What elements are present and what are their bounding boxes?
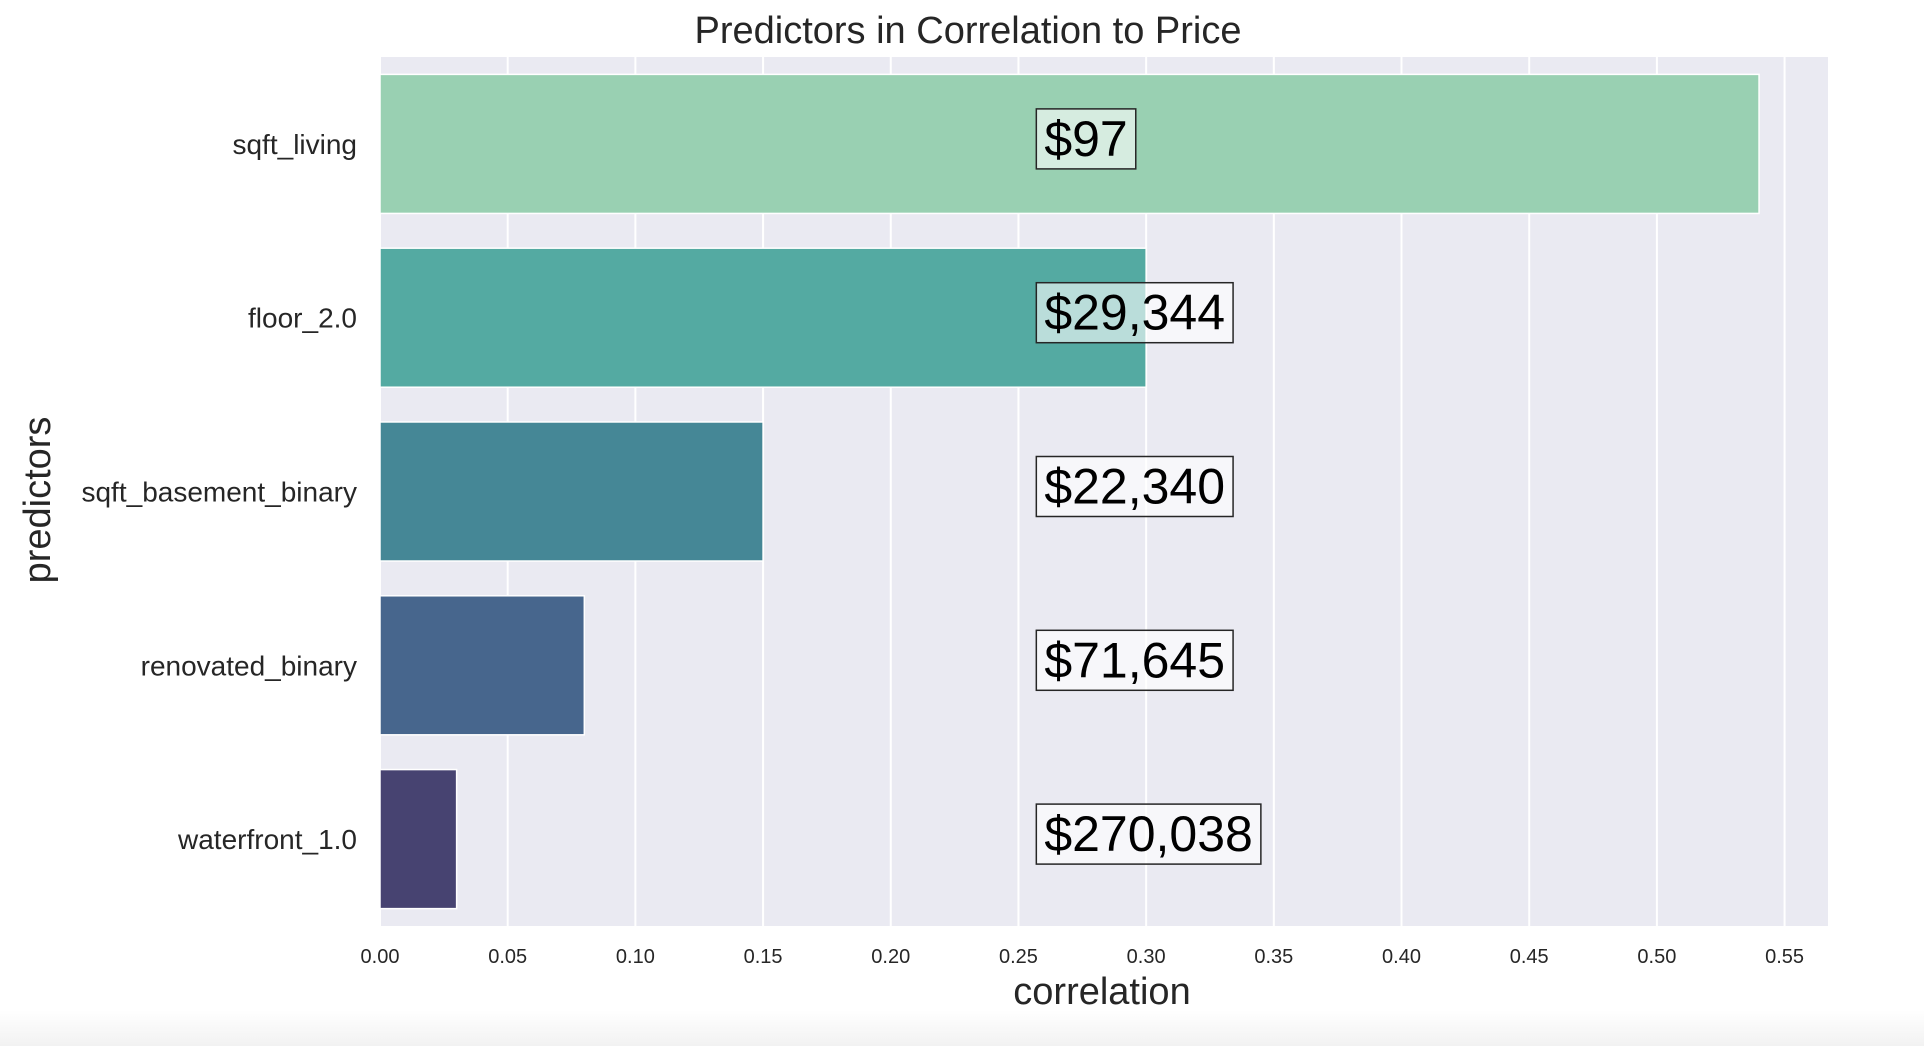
x-tick-label: 0.20 bbox=[871, 946, 910, 968]
y-tick-label: sqft_living bbox=[232, 129, 357, 160]
chart-title: Predictors in Correlation to Price bbox=[695, 10, 1242, 52]
x-tick-label: 0.15 bbox=[744, 946, 783, 968]
x-tick-label: 0.30 bbox=[1127, 946, 1166, 968]
annotation-box: $71,645 bbox=[1035, 629, 1234, 692]
window-bottom-edge bbox=[0, 1010, 1924, 1046]
x-tick-label: 0.10 bbox=[616, 946, 655, 968]
x-tick-label: 0.05 bbox=[488, 946, 527, 968]
annotation-box-frame bbox=[1035, 108, 1137, 170]
x-tick-labels: 0.00 0.05 0.10 0.15 0.20 0.25 0.30 0.35 0.40 0.45… bbox=[361, 946, 1805, 968]
y-tick-label: waterfront_1.0 bbox=[177, 824, 357, 855]
y-tick-label: sqft_basement_binary bbox=[81, 477, 357, 508]
annotation-box: $22,340 bbox=[1035, 455, 1234, 518]
annotation-box: $270,038 bbox=[1035, 803, 1262, 865]
annotation-box-frame bbox=[1035, 629, 1234, 692]
bar-floor-2-0 bbox=[379, 247, 1147, 388]
annotation-box-frame bbox=[1035, 281, 1234, 344]
annotation-box: $29,344 bbox=[1035, 281, 1234, 344]
annotation-label: $71,645 bbox=[1044, 632, 1225, 688]
x-tick-label: 0.40 bbox=[1382, 946, 1421, 968]
x-tick-label: 0.55 bbox=[1765, 946, 1804, 968]
value-annotations: $97 $29,344 $22,340 $71,645 $270,038 bbox=[1035, 108, 1262, 865]
y-tick-labels: sqft_living floor_2.0 sqft_basement_binary… bbox=[81, 129, 357, 855]
x-tick-label: 0.00 bbox=[361, 946, 400, 968]
y-axis-label: predictors bbox=[17, 417, 59, 584]
annotation-label: $270,038 bbox=[1044, 806, 1253, 862]
annotation-label: $29,344 bbox=[1044, 285, 1225, 341]
bar-sqft-basement-binary bbox=[379, 421, 764, 562]
y-tick-label: renovated_binary bbox=[141, 650, 357, 681]
x-tick-label: 0.35 bbox=[1254, 946, 1293, 968]
x-tick-label: 0.45 bbox=[1510, 946, 1549, 968]
y-tick-label: floor_2.0 bbox=[248, 303, 357, 334]
annotation-box-frame bbox=[1035, 803, 1262, 865]
x-tick-label: 0.50 bbox=[1637, 946, 1676, 968]
annotation-label: $97 bbox=[1044, 111, 1127, 167]
x-axis-label: correlation bbox=[1013, 971, 1190, 1013]
annotation-label: $22,340 bbox=[1044, 459, 1225, 515]
x-tick-label: 0.25 bbox=[999, 946, 1038, 968]
bar-renovated-binary bbox=[379, 595, 586, 736]
annotation-box-frame bbox=[1035, 455, 1234, 518]
annotation-box: $97 bbox=[1035, 108, 1137, 170]
bar-waterfront-1-0 bbox=[379, 768, 458, 910]
